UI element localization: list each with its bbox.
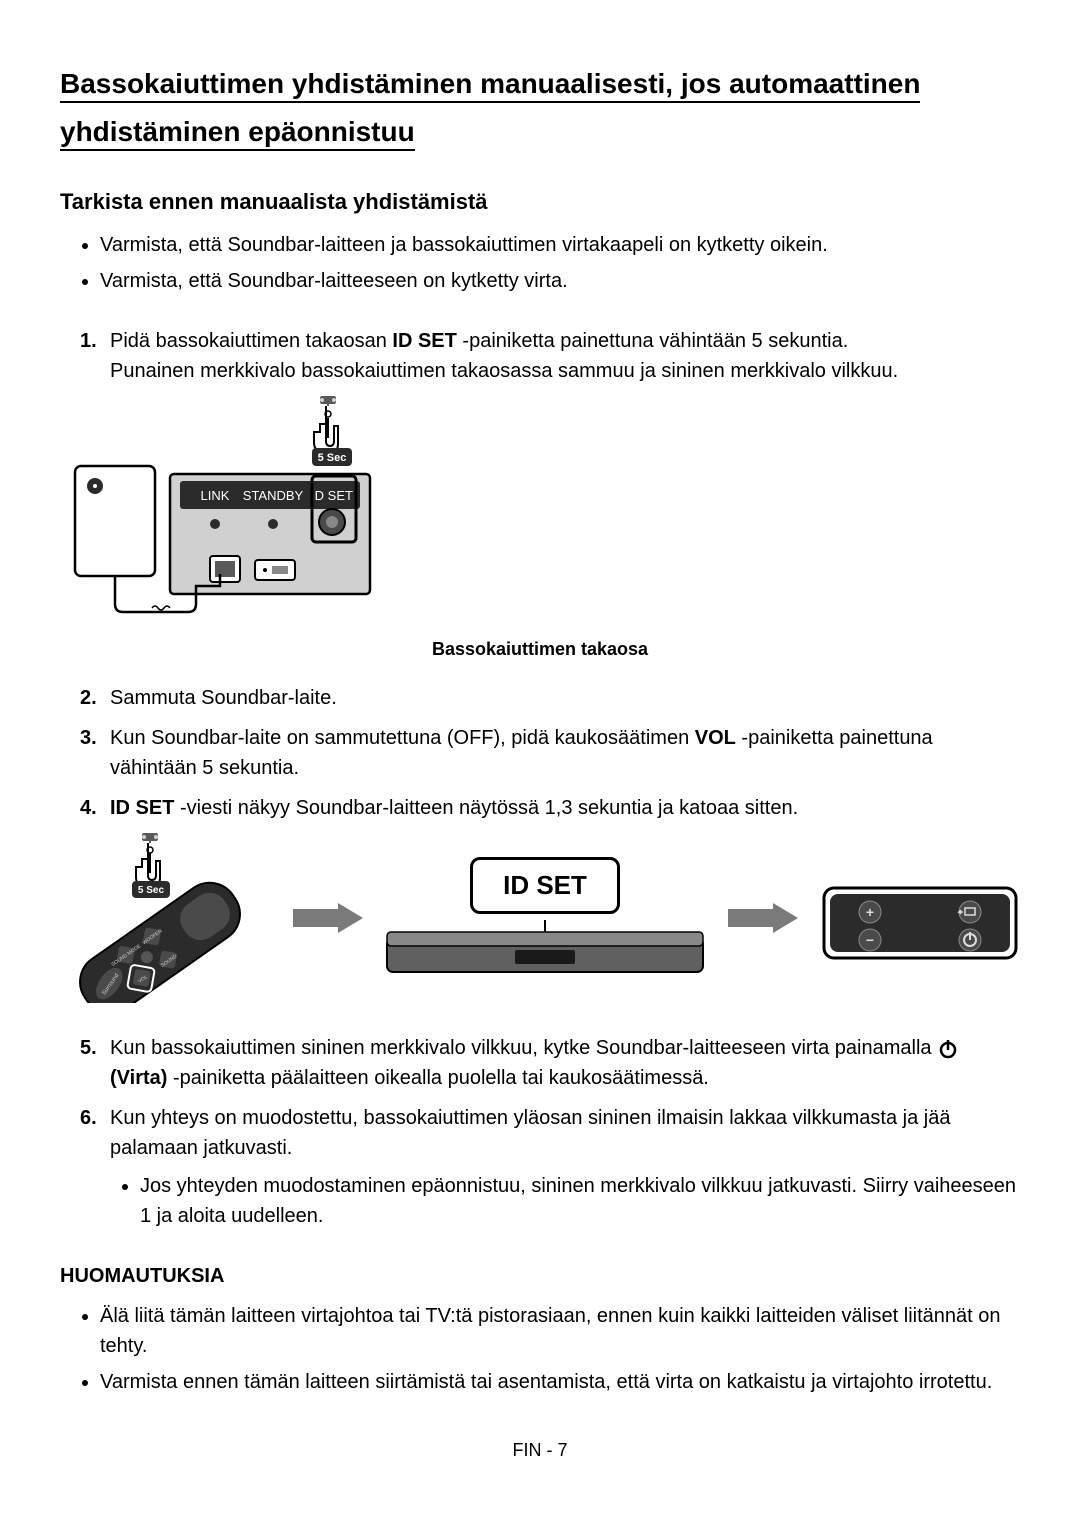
power-icon	[937, 1038, 959, 1060]
step-text: ID SET -viesti näkyy Soundbar-laitteen n…	[110, 797, 798, 819]
figure-subwoofer: 5 Sec LINK STANDBY ID SET Bassokaiuttime…	[60, 396, 1020, 663]
step-1: 1. Pidä bassokaiuttimen takaosan ID SET …	[80, 326, 1020, 386]
figure-caption: Bassokaiuttimen takaosa	[60, 636, 1020, 663]
arrow-icon	[293, 903, 363, 933]
svg-text:−: −	[866, 932, 874, 948]
step-2: 2. Sammuta Soundbar-laite.	[80, 683, 1020, 713]
notes-heading: HUOMAUTUKSIA	[60, 1261, 1020, 1291]
check-list: Varmista, että Soundbar-laitteen ja bass…	[60, 230, 1020, 296]
main-heading-wrap: Bassokaiuttimen yhdistäminen manuaalises…	[60, 60, 1020, 155]
step-6-sub: Jos yhteyden muodostaminen epäonnistuu, …	[110, 1171, 1020, 1231]
link-label: LINK	[201, 488, 230, 503]
timer-label: 5 Sec	[318, 452, 347, 464]
steps-list: 1. Pidä bassokaiuttimen takaosan ID SET …	[60, 326, 1020, 386]
step-num: 1.	[80, 326, 97, 356]
page-footer: FIN - 7	[60, 1437, 1020, 1464]
step-3: 3. Kun Soundbar-laite on sammutettuna (O…	[80, 723, 1020, 783]
soundbar-display-wrap: ID SET	[385, 857, 705, 980]
main-heading: Bassokaiuttimen yhdistäminen manuaalises…	[60, 68, 920, 151]
steps-list-2: 2. Sammuta Soundbar-laite. 3. Kun Soundb…	[60, 683, 1020, 823]
step-5: 5. Kun bassokaiuttimen sininen merkkival…	[80, 1033, 1020, 1093]
check-item: Varmista, että Soundbar-laitteeseen on k…	[100, 266, 1020, 296]
subwoofer-diagram: 5 Sec LINK STANDBY ID SET	[60, 396, 440, 626]
sub-heading: Tarkista ennen manuaalista yhdistämistä	[60, 185, 1020, 218]
step-6: 6. Kun yhteys on muodostettu, bassokaiut…	[80, 1103, 1020, 1231]
note-item: Älä liitä tämän laitteen virtajohtoa tai…	[100, 1301, 1020, 1361]
check-item: Varmista, että Soundbar-laitteen ja bass…	[100, 230, 1020, 260]
note-item: Varmista ennen tämän laitteen siirtämist…	[100, 1367, 1020, 1397]
step-4: 4. ID SET -viesti näkyy Soundbar-laittee…	[80, 793, 1020, 823]
step-6-sub-item: Jos yhteyden muodostaminen epäonnistuu, …	[140, 1171, 1020, 1231]
step-num: 4.	[80, 793, 97, 823]
step-text: Pidä bassokaiuttimen takaosan ID SET -pa…	[110, 330, 848, 352]
step-num: 6.	[80, 1103, 97, 1133]
figure-row: 5 Sec Surround SOUND MODE WOOFER VOL SOU…	[60, 833, 1020, 1003]
step-num: 5.	[80, 1033, 97, 1063]
soundbar-front-diagram	[385, 920, 705, 980]
soundbar-side-diagram: + −	[820, 868, 1020, 968]
step-text: Kun bassokaiuttimen sininen merkkivalo v…	[110, 1037, 961, 1089]
idset-label: ID SET	[311, 488, 353, 503]
svg-text:5 Sec: 5 Sec	[138, 885, 165, 896]
step-text: Sammuta Soundbar-laite.	[110, 687, 337, 709]
step-num: 3.	[80, 723, 97, 753]
step-text: Kun Soundbar-laite on sammutettuna (OFF)…	[110, 727, 933, 779]
remote-diagram: 5 Sec Surround SOUND MODE WOOFER VOL SOU…	[60, 833, 270, 1003]
display-text: ID SET	[470, 857, 620, 914]
standby-label: STANDBY	[243, 488, 304, 503]
notes-list: Älä liitä tämän laitteen virtajohtoa tai…	[60, 1301, 1020, 1397]
arrow-icon	[728, 903, 798, 933]
step-num: 2.	[80, 683, 97, 713]
steps-list-3: 5. Kun bassokaiuttimen sininen merkkival…	[60, 1033, 1020, 1231]
svg-text:+: +	[866, 904, 874, 920]
step-text-line2: Punainen merkkivalo bassokaiuttimen taka…	[110, 356, 1020, 386]
step-text: Kun yhteys on muodostettu, bassokaiuttim…	[110, 1107, 950, 1159]
